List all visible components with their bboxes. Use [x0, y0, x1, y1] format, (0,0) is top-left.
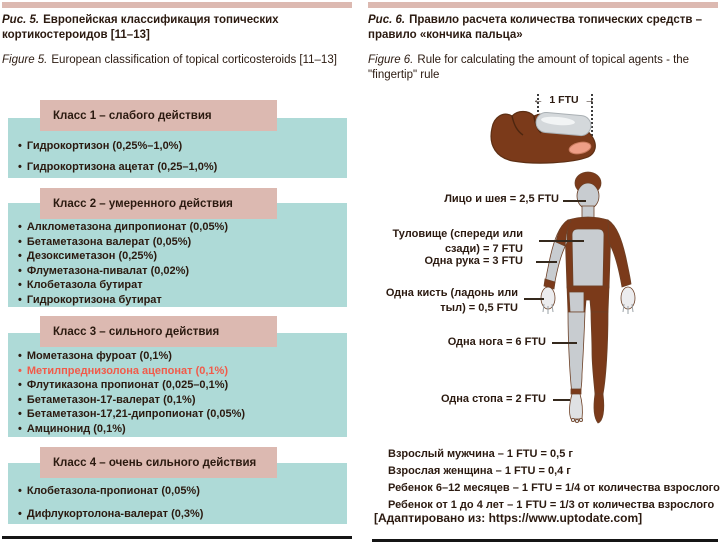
conversion-infant: Ребенок 6–12 месяцев – 1 FTU = 1/4 от ко… — [388, 482, 720, 494]
class2-header: Класс 2 – умеренного действия — [40, 188, 277, 219]
bullet-icon: • — [18, 379, 22, 391]
bullet-icon: • — [18, 221, 22, 233]
class3-header: Класс 3 – сильного действия — [40, 316, 277, 347]
bottom-rule-right — [372, 539, 718, 542]
label-face-neck: Лицо и шея = 2,5 FTU — [444, 193, 559, 205]
figure5-number-en: Figure 5. — [2, 54, 48, 66]
list-item: • Бетаметазон-17,21-дипропионат (0,05%) — [18, 408, 246, 420]
conversion-child: Ребенок от 1 до 4 лет – 1 FTU = 1/3 от к… — [388, 499, 715, 511]
class4-title: Класс 4 – очень сильного действия — [53, 456, 257, 469]
bullet-icon: • — [18, 140, 22, 152]
figure6-number-en: Figure 6. — [368, 54, 414, 66]
ftu-value: 1 FTU — [549, 94, 579, 106]
bullet-icon: • — [18, 235, 22, 248]
list-item: • Алклометазона дипропионат (0,05%) — [18, 221, 229, 233]
list-item: • Бетаметазона валерат (0,05%) — [18, 235, 192, 248]
class3-panel: • Мометазона фуроат (0,1%) • Метилпреднизо… — [8, 333, 347, 437]
label-trunk: Туловище (спереди или сзади) = 7 FTU — [392, 228, 523, 255]
label-foot: Одна стопа = 2 FTU — [440, 393, 546, 405]
figure5-number-ru: Рис. 5. — [2, 14, 40, 26]
arrow-right-icon: → — [584, 94, 595, 106]
pointer-line-leg — [552, 342, 577, 344]
accent-bar-left — [2, 2, 352, 8]
class2-title: Класс 2 – умеренного действия — [53, 197, 233, 210]
figure5-title-ru: Европейская классификация топических кор… — [2, 14, 279, 42]
bullet-icon: • — [18, 485, 22, 497]
ftu-dotted-line-right — [591, 94, 593, 144]
figure6-caption-en: Figure 6. Rule for calculating the amount… — [368, 53, 720, 83]
source-attribution: [Адаптировано из: https://www.uptodate.c… — [374, 511, 643, 525]
label-hand: Одна кисть (ладонь или тыл) = 0,5 FTU — [385, 287, 518, 314]
conversion-adult-female: Взрослая женщина – 1 FTU = 0,4 г — [388, 465, 571, 477]
figure6-caption-ru: Рис. 6. Правило расчета количества топиче… — [368, 13, 720, 43]
figure5-caption-en: Figure 5. European classification of topi… — [2, 53, 347, 68]
list-item: • Клобетазола бутират — [18, 279, 143, 291]
bullet-icon: • — [18, 408, 22, 420]
accent-bar-right — [368, 2, 718, 8]
class3-title: Класс 3 – сильного действия — [53, 325, 220, 338]
list-item-highlighted: • Метилпреднизолона ацепонат (0,1%) — [18, 364, 228, 377]
fingertip-illustration — [490, 110, 596, 164]
figure5-caption-ru: Рис. 5. Европейская классификация топичес… — [2, 13, 347, 43]
list-item: • Дифлукортолона-валерат (0,3%) — [18, 508, 204, 520]
class1-title: Класс 1 – слабого действия — [53, 109, 212, 122]
figure6-title-ru: Правило расчета количества топических ср… — [368, 14, 703, 42]
label-arm: Одна рука = 3 FTU — [424, 255, 524, 267]
list-item: • Гидрокортизона бутират — [18, 293, 162, 306]
pointer-line-foot — [553, 399, 570, 401]
pointer-line-hand — [524, 298, 544, 300]
bullet-icon: • — [18, 293, 22, 306]
class2-panel: • Алклометазона дипропионат (0,05%) • Бета… — [8, 203, 347, 307]
list-item: • Мометазона фуроат (0,1%) — [18, 350, 172, 362]
bullet-icon: • — [18, 422, 22, 435]
pointer-line-trunk — [539, 240, 584, 242]
bullet-icon: • — [18, 250, 22, 262]
label-leg: Одна нога = 6 FTU — [447, 336, 546, 348]
bullet-icon: • — [18, 364, 22, 377]
body-figure-illustration — [540, 171, 636, 424]
class4-drug-list: • Клобетазола-пропионат (0,05%) • Дифлукор… — [8, 463, 347, 526]
conversion-adult-male: Взрослый мужчина – 1 FTU = 0,5 г — [388, 448, 573, 460]
bullet-icon: • — [18, 508, 22, 520]
class1-drug-list: • Гидрокортизон (0,25%–1,0%) • Гидрокортиз… — [8, 118, 347, 178]
pointer-line-face — [563, 200, 586, 202]
bullet-icon: • — [18, 161, 22, 173]
ftu-conversion-list: Взрослый мужчина – 1 FTU = 0,5 г Взросла… — [388, 446, 720, 514]
bottom-rule-left — [2, 536, 352, 539]
bullet-icon: • — [18, 393, 22, 406]
class4-header: Класс 4 – очень сильного действия — [40, 447, 277, 478]
class1-header: Класс 1 – слабого действия — [40, 100, 277, 131]
list-item: • Гидрокортизон (0,25%–1,0%) — [18, 140, 183, 152]
figure5-title-en: European classification of topical corti… — [51, 54, 337, 66]
list-item: • Флутиказона пропионат (0,025–0,1%) — [18, 379, 229, 391]
list-item: • Флуметазона-пивалат (0,02%) — [18, 264, 190, 277]
list-item: • Амцинонид (0,1%) — [18, 422, 126, 435]
list-item: • Дезоксиметазон (0,25%) — [18, 250, 157, 262]
pointer-line-arm — [536, 261, 557, 263]
bullet-icon: • — [18, 279, 22, 291]
figure6-number-ru: Рис. 6. — [368, 14, 406, 26]
list-item: • Бетаметазон-17-валерат (0,1%) — [18, 393, 196, 406]
list-item: • Клобетазола-пропионат (0,05%) — [18, 485, 200, 497]
list-item: • Гидрокортизона ацетат (0,25–1,0%) — [18, 161, 218, 173]
class2-drug-list: • Алклометазона дипропионат (0,05%) • Бета… — [8, 203, 347, 307]
figure6-title-en: Rule for calculating the amount of topic… — [368, 54, 690, 82]
bullet-icon: • — [18, 350, 22, 362]
class3-drug-list: • Мометазона фуроат (0,1%) • Метилпреднизо… — [8, 333, 347, 436]
bullet-icon: • — [18, 264, 22, 277]
